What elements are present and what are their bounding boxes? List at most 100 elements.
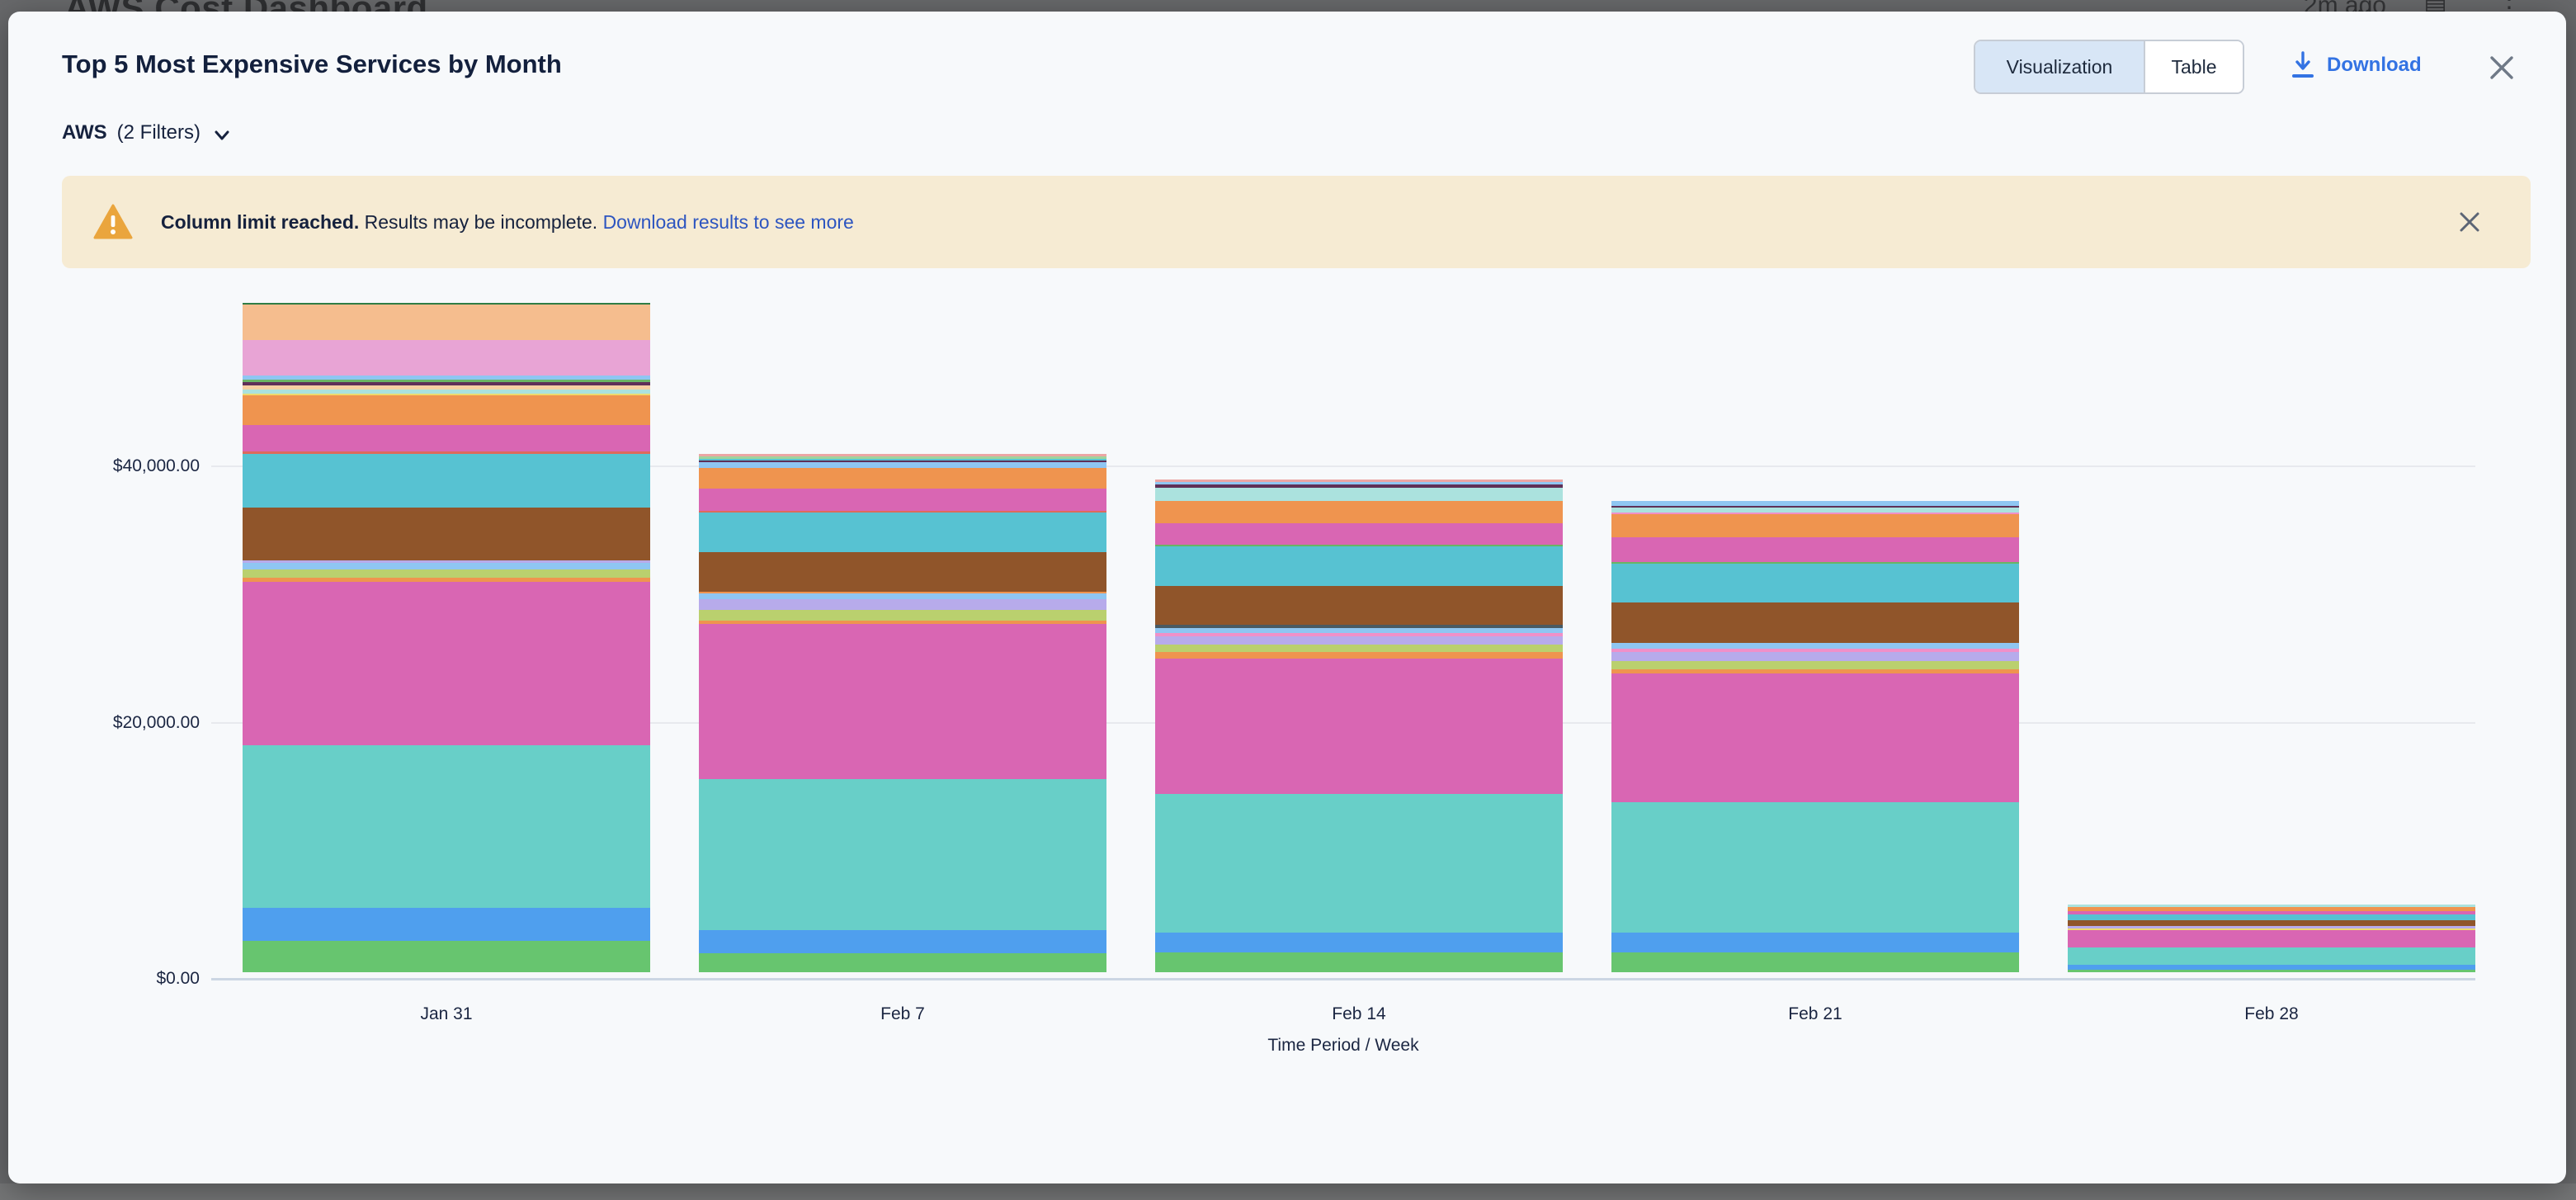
- bar-segment[interactable]: [699, 593, 1106, 599]
- bar-segment[interactable]: [699, 462, 1106, 468]
- stacked-bar-feb-7[interactable]: [699, 454, 1106, 972]
- bar-segment[interactable]: [2068, 905, 2475, 907]
- bar-segment[interactable]: [1155, 480, 1563, 482]
- bar-segment[interactable]: [2068, 965, 2475, 970]
- bar-segment[interactable]: [1155, 484, 1563, 488]
- bar-segment[interactable]: [2068, 907, 2475, 911]
- download-results-link[interactable]: Download results to see more: [602, 210, 854, 233]
- bar-segment[interactable]: [243, 305, 650, 340]
- bar-segment[interactable]: [243, 941, 650, 972]
- bar-segment[interactable]: [1611, 513, 2019, 514]
- bar-segment[interactable]: [2068, 914, 2475, 920]
- bar-segment[interactable]: [699, 454, 1106, 456]
- bar-segment[interactable]: [1155, 488, 1563, 501]
- bar-segment[interactable]: [1155, 586, 1563, 625]
- bar-segment[interactable]: [699, 511, 1106, 513]
- bar-segment[interactable]: [699, 624, 1106, 779]
- bar-segment[interactable]: [243, 425, 650, 451]
- bar-segment[interactable]: [699, 468, 1106, 489]
- bar-segment[interactable]: [1611, 602, 2019, 643]
- bar-segment[interactable]: [243, 454, 650, 508]
- bar-segment[interactable]: [243, 745, 650, 908]
- bar-segment[interactable]: [243, 394, 650, 395]
- bar-segment[interactable]: [699, 779, 1106, 930]
- filter-dropdown[interactable]: AWS (2 Filters): [62, 119, 234, 147]
- bar-segment[interactable]: [699, 621, 1106, 624]
- bar-segment[interactable]: [243, 563, 650, 569]
- stacked-bar-feb-21[interactable]: [1611, 501, 2019, 972]
- bar-segment[interactable]: [1155, 545, 1563, 546]
- bar-segment[interactable]: [243, 390, 650, 394]
- bar-segment[interactable]: [1611, 562, 2019, 564]
- close-icon[interactable]: [2485, 51, 2518, 84]
- bar-segment[interactable]: [1611, 564, 2019, 602]
- tab-table[interactable]: Table: [2145, 41, 2243, 92]
- bar-segment[interactable]: [2068, 970, 2475, 972]
- bar-segment[interactable]: [243, 582, 650, 745]
- bar-segment[interactable]: [1155, 625, 1563, 628]
- bar-segment[interactable]: [243, 508, 650, 560]
- bar-segment[interactable]: [2068, 920, 2475, 926]
- stacked-bar-jan-31[interactable]: [243, 303, 650, 972]
- bar-segment[interactable]: [1155, 501, 1563, 523]
- bar-segment[interactable]: [243, 303, 650, 305]
- bar-segment[interactable]: [1155, 794, 1563, 933]
- bar-segment[interactable]: [1611, 649, 2019, 652]
- bar-segment[interactable]: [1155, 645, 1563, 652]
- bar-segment[interactable]: [1611, 514, 2019, 537]
- stacked-bar-feb-14[interactable]: [1155, 480, 1563, 972]
- bar-segment[interactable]: [1611, 952, 2019, 972]
- bar-segment[interactable]: [699, 552, 1106, 592]
- bar-segment[interactable]: [1611, 652, 2019, 661]
- bar-segment[interactable]: [1611, 673, 2019, 802]
- bar-segment[interactable]: [2068, 911, 2475, 914]
- bar-segment[interactable]: [699, 461, 1106, 462]
- bar-segment[interactable]: [1611, 802, 2019, 933]
- bar-segment[interactable]: [699, 599, 1106, 610]
- bar-segment[interactable]: [1155, 546, 1563, 586]
- bar-segment[interactable]: [699, 930, 1106, 953]
- bar-segment[interactable]: [243, 382, 650, 385]
- bar-segment[interactable]: [1611, 501, 2019, 506]
- bar-segment[interactable]: [2068, 930, 2475, 947]
- bar-segment[interactable]: [699, 513, 1106, 552]
- bar-segment[interactable]: [699, 953, 1106, 972]
- bar-segment[interactable]: [243, 578, 650, 582]
- bar-segment[interactable]: [243, 908, 650, 941]
- bar-segment[interactable]: [699, 610, 1106, 621]
- bar-segment[interactable]: [1155, 482, 1563, 484]
- bar-segment[interactable]: [1155, 933, 1563, 952]
- bar-segment[interactable]: [2068, 928, 2475, 930]
- bar-segment[interactable]: [1155, 659, 1563, 794]
- bar-segment[interactable]: [1611, 506, 2019, 508]
- download-button[interactable]: Download: [2291, 51, 2422, 79]
- bar-segment[interactable]: [699, 489, 1106, 511]
- bar-segment[interactable]: [1155, 628, 1563, 633]
- bar-segment[interactable]: [699, 456, 1106, 459]
- bar-segment[interactable]: [1155, 652, 1563, 659]
- bar-segment[interactable]: [1155, 523, 1563, 545]
- bar-segment[interactable]: [2068, 926, 2475, 928]
- banner-close-icon[interactable]: [2456, 209, 2483, 235]
- bar-segment[interactable]: [243, 385, 650, 390]
- bar-segment[interactable]: [1155, 636, 1563, 645]
- bar-segment[interactable]: [1611, 933, 2019, 952]
- bar-segment[interactable]: [1155, 952, 1563, 972]
- bar-segment[interactable]: [243, 380, 650, 382]
- stacked-bar-feb-28[interactable]: [2068, 905, 2475, 972]
- bar-segment[interactable]: [1611, 643, 2019, 649]
- bar-segment[interactable]: [1155, 633, 1563, 636]
- bar-segment[interactable]: [1611, 508, 2019, 513]
- bar-segment[interactable]: [243, 395, 650, 425]
- bar-segment[interactable]: [243, 569, 650, 578]
- bar-segment[interactable]: [243, 451, 650, 454]
- bar-segment[interactable]: [243, 376, 650, 380]
- bar-segment[interactable]: [2068, 947, 2475, 965]
- bar-segment[interactable]: [1611, 661, 2019, 669]
- bar-segment[interactable]: [699, 459, 1106, 461]
- bar-segment[interactable]: [1611, 537, 2019, 562]
- bar-segment[interactable]: [243, 340, 650, 376]
- bar-segment[interactable]: [243, 560, 650, 563]
- bar-segment[interactable]: [1611, 669, 2019, 673]
- tab-visualization[interactable]: Visualization: [1975, 41, 2144, 92]
